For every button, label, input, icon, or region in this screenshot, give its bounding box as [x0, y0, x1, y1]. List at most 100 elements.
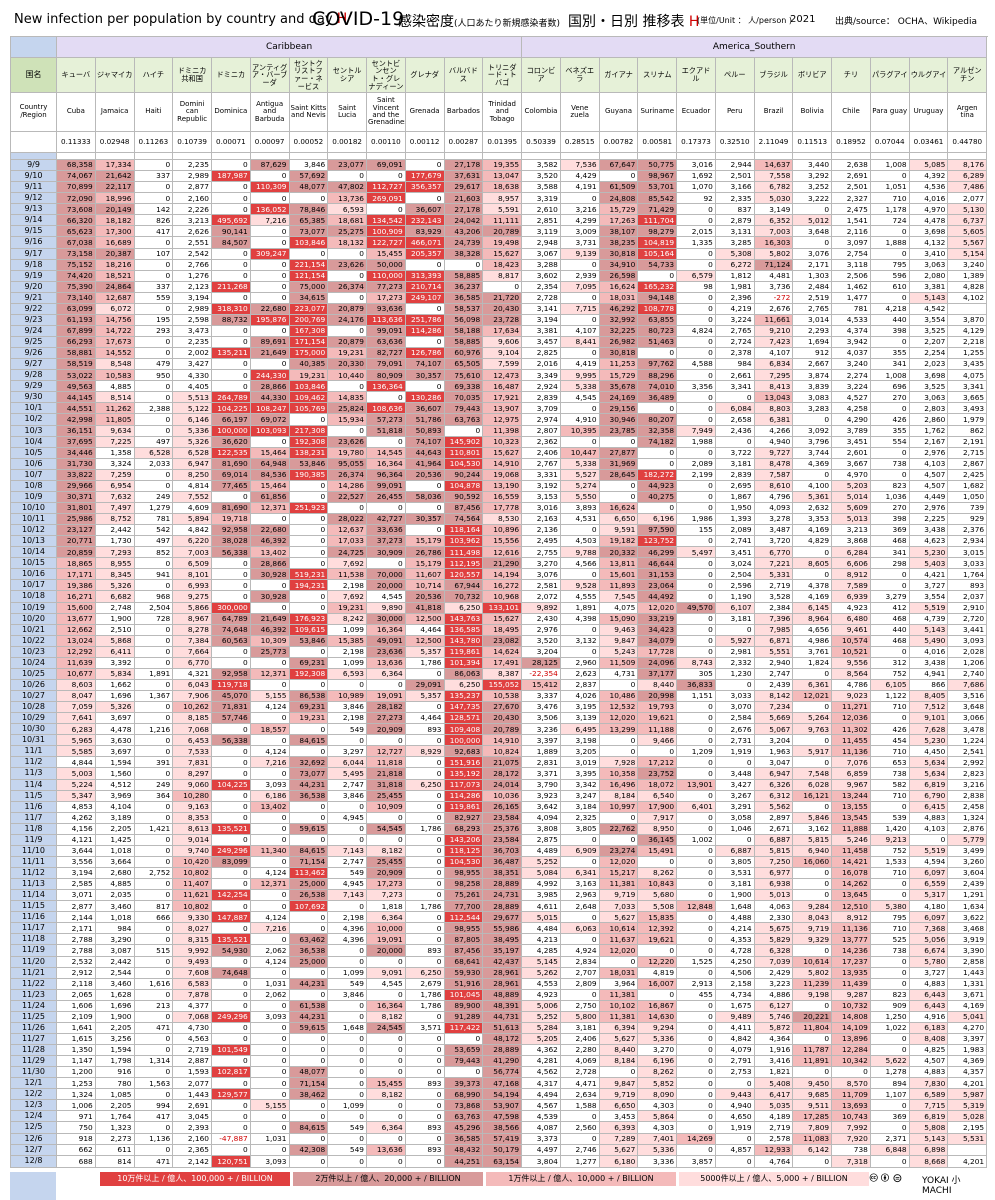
value-cell: 195	[133, 313, 174, 326]
value-cell: 79,091	[366, 358, 406, 371]
gap-cell	[249, 152, 290, 160]
gap-cell	[714, 152, 755, 160]
value-cell: 2,089	[714, 524, 755, 537]
value-cell: 3,166	[714, 181, 755, 194]
country-name-jp: セントルシア	[327, 57, 367, 93]
value-cell: 4,507	[908, 468, 949, 481]
value-cell: 0	[133, 1010, 174, 1023]
gap-cell	[598, 152, 639, 160]
value-cell: 5,143	[908, 291, 949, 304]
value-cell: 0	[288, 535, 329, 548]
value-cell: 68,293	[443, 822, 484, 835]
value-cell: 4,536	[908, 181, 949, 194]
value-cell: 4,562	[521, 1066, 561, 1079]
value-cell: 16,624	[598, 501, 639, 515]
value-cell: 866	[908, 678, 949, 692]
value-cell: 98,967	[637, 170, 678, 183]
value-cell: 57,746	[211, 712, 251, 725]
value-cell: 22,680	[249, 302, 290, 315]
value-cell: 82,727	[366, 347, 406, 360]
gap-cell	[947, 152, 988, 160]
value-cell: 4,214	[714, 922, 755, 935]
value-cell: 2,825	[521, 347, 561, 360]
value-cell: 82,927	[443, 811, 484, 824]
value-cell: 8,182	[366, 844, 406, 857]
value-cell: 19,621	[637, 712, 678, 725]
value-cell: 2,035	[94, 889, 135, 902]
value-cell: 1,255	[947, 347, 988, 360]
value-cell: 0	[133, 236, 174, 249]
gap-cell	[172, 152, 212, 160]
value-cell: 108,636	[366, 402, 406, 415]
value-cell: 5,513	[172, 391, 212, 404]
value-cell: 3,964	[598, 977, 639, 990]
value-cell: 104,819	[637, 236, 678, 249]
value-cell: 6,361	[792, 678, 833, 692]
value-cell: 2,676	[714, 723, 755, 736]
value-cell: 16,121	[792, 789, 833, 802]
value-cell: 4,377	[172, 999, 212, 1012]
value-cell: 8,478	[753, 457, 794, 470]
value-cell: 0	[327, 380, 367, 393]
value-cell: 6,737	[947, 214, 988, 227]
date-cell: 11/4	[10, 778, 57, 791]
value-cell: 14,421	[831, 855, 871, 869]
value-cell: 4,281	[521, 1055, 561, 1068]
value-cell: 12,292	[56, 645, 96, 658]
value-cell: 0	[676, 734, 716, 747]
date-cell: 11/17	[10, 922, 57, 935]
value-cell: 68,990	[443, 1088, 484, 1101]
value-cell: 1,764	[947, 568, 988, 581]
value-cell: 0	[559, 313, 600, 326]
value-cell: 2,731	[714, 734, 755, 747]
value-cell: 2,877	[56, 900, 96, 913]
value-cell: 2,142	[172, 1154, 212, 1169]
date-cell: 11/28	[10, 1043, 57, 1057]
value-cell: 14,262	[831, 878, 871, 891]
value-cell: 5,243	[598, 645, 639, 658]
value-cell: 781	[831, 302, 871, 315]
value-cell: 41,964	[404, 457, 445, 470]
value-cell: 1,216	[133, 723, 174, 736]
value-cell: 10,521	[831, 645, 871, 658]
population-value: 0.00112	[404, 131, 445, 153]
value-cell: 10,309	[249, 634, 290, 647]
value-cell: 8,440	[598, 1043, 639, 1057]
value-cell: 0	[211, 723, 251, 736]
value-cell: 18,681	[327, 214, 367, 227]
value-cell: 9,763	[792, 723, 833, 736]
value-cell: 355	[869, 347, 910, 360]
value-cell: 0	[249, 291, 290, 304]
table-row: 9/27 58,519 8,548 479 3,427 0 0 40,385 20,330 79,…	[10, 358, 988, 371]
value-cell: 0	[404, 1099, 445, 1112]
value-cell: 7,599	[482, 358, 523, 371]
value-cell: 5,627	[598, 1032, 639, 1046]
value-cell: 2,198	[327, 911, 367, 924]
value-cell: 3,985	[521, 889, 561, 902]
value-cell: 2,065	[56, 988, 96, 1001]
value-cell: 101,045	[443, 988, 484, 1001]
value-cell: 1,070	[676, 181, 716, 194]
value-cell: 44,330	[249, 391, 290, 404]
value-cell: 15,729	[598, 369, 639, 382]
value-cell: 3,092	[792, 424, 833, 437]
date-cell: 10/11	[10, 512, 57, 526]
value-cell: 0	[211, 192, 251, 205]
value-cell: 16,364	[366, 457, 406, 470]
table-row: 11/29 1,147 1,798 1,314 2,887 0 0 0 0 0 0 79,443 41,…	[10, 1055, 988, 1068]
value-cell: 13,636	[366, 1143, 406, 1156]
value-cell: 24,731	[482, 889, 523, 902]
value-cell: 13,693	[831, 1099, 871, 1112]
value-cell: 6,579	[676, 269, 716, 282]
value-cell: 468	[869, 535, 910, 548]
value-cell: 81,690	[211, 457, 251, 470]
value-cell: 1,350	[56, 1043, 96, 1057]
value-cell: 0	[327, 800, 367, 813]
value-cell: 3,119	[521, 225, 561, 238]
value-cell: 2,541	[947, 745, 988, 758]
value-cell: 2,218	[947, 335, 988, 349]
value-cell: 2,910	[947, 601, 988, 614]
value-cell: 355	[869, 424, 910, 437]
value-cell: 19,718	[211, 512, 251, 526]
value-cell: 46,292	[598, 302, 639, 315]
